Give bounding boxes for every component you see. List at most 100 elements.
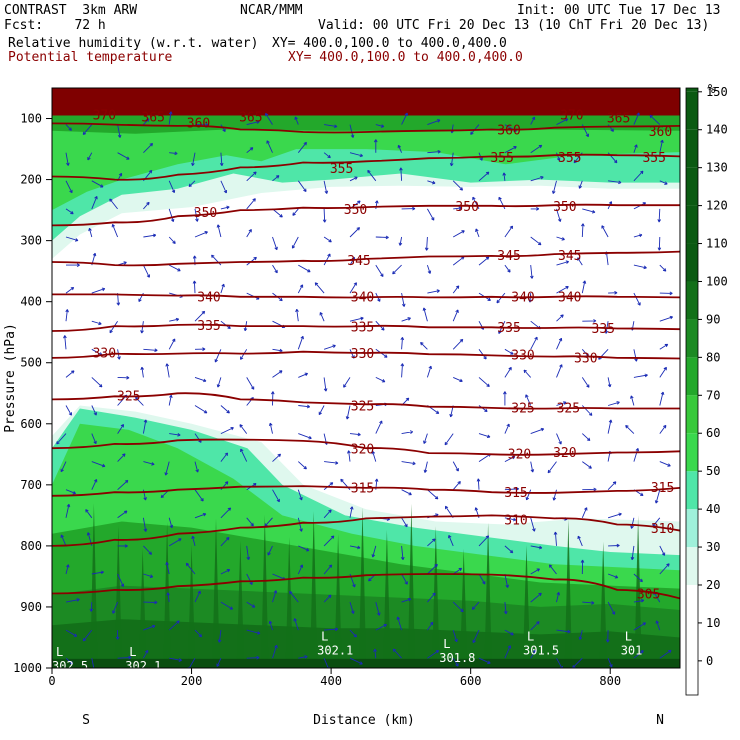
x-tick-label: 200 (181, 674, 203, 688)
colorbar-tick-label: 0 (706, 654, 713, 668)
colorbar-swatch (686, 509, 698, 548)
theta-minimum-value: 302.5 (52, 659, 88, 673)
colorbar-tick-label: 110 (706, 237, 728, 251)
theta-contour-label: 365 (141, 110, 164, 125)
theta-minimum-mark: L (527, 630, 534, 644)
rh-convective-tower (460, 548, 468, 659)
theta-contour-label: 345 (497, 249, 520, 264)
rh-convective-tower (114, 525, 122, 659)
theta-contour-330 (52, 350, 680, 360)
theta-contour-320 (52, 438, 680, 456)
colorbar-swatch (686, 205, 698, 244)
rh-convective-tower (285, 537, 293, 659)
colorbar-tick-label: 30 (706, 540, 720, 554)
theta-contour-355 (52, 153, 680, 181)
theta-contour-345 (52, 250, 680, 267)
theta-contour-label: 325 (117, 389, 140, 404)
colorbar-swatch (686, 129, 698, 168)
rh-convective-tower (90, 503, 98, 659)
theta-contour-label: 370 (560, 108, 583, 123)
theta-contour-335 (52, 323, 680, 332)
x-tick-label: 400 (320, 674, 342, 688)
field2-name: Potential temperature (8, 50, 173, 65)
theta-contour-label: 365 (607, 112, 630, 127)
theta-minimum-value: 301 (621, 644, 643, 658)
rh-convective-tower (432, 526, 440, 659)
theta-contour-label: 330 (511, 348, 534, 363)
colorbar-swatch (686, 433, 698, 472)
valid-time: Valid: 00 UTC Fri 20 Dec 13 (10 ChT Fri … (318, 18, 710, 33)
theta-minimum-value: 301.5 (523, 644, 559, 658)
theta-minimum-mark: L (56, 645, 63, 659)
colorbar-unit: % (708, 82, 716, 96)
colorbar-tick-label: 60 (706, 426, 720, 440)
rh-convective-tower (163, 522, 171, 659)
x-tick-label: 0 (48, 674, 55, 688)
theta-contour-label: 335 (197, 319, 220, 334)
theta-contour-label: 355 (330, 162, 353, 177)
colorbar-tick-label: 80 (706, 350, 720, 364)
theta-contour-label: 335 (497, 321, 520, 336)
theta-contour-label: 315 (504, 486, 527, 501)
colorbar-swatch (686, 91, 698, 130)
rh-convective-tower (484, 522, 492, 659)
rh-band-upper-80 (52, 112, 680, 134)
theta-contour-label: 320 (508, 447, 531, 462)
theta-contour-label: 315 (651, 481, 674, 496)
theta-minimum-mark: L (129, 645, 136, 659)
theta-contour-label: 320 (553, 446, 576, 461)
rh-convective-tower (407, 503, 415, 659)
colorbar-swatch (686, 167, 698, 206)
theta-minimum-value: 302.1 (317, 644, 353, 658)
theta-contour-label: 355 (558, 151, 581, 166)
colorbar-swatch (686, 357, 698, 396)
theta-contour-label: 360 (187, 116, 210, 131)
field1-name: Relative humidity (w.r.t. water) (8, 36, 259, 51)
x-axis-label: Distance (km) (313, 713, 415, 728)
theta-contour-label: 340 (558, 290, 581, 305)
theta-contour-label: 335 (351, 320, 374, 335)
rh-convective-tower (359, 507, 366, 659)
model-title: CONTRAST 3km ARW (4, 3, 138, 18)
theta-minimum-mark: L (625, 630, 632, 644)
colorbar-swatch (686, 243, 698, 282)
colorbar-tick-label: 90 (706, 312, 720, 326)
theta-contour-label: 315 (351, 482, 374, 497)
theta-contour-label: 340 (351, 290, 374, 305)
rh-convective-tower (523, 545, 530, 659)
init-time: Init: 00 UTC Tue 17 Dec 13 (517, 3, 721, 18)
theta-contour-label: 325 (557, 402, 580, 417)
theta-minimum-value: 301.8 (439, 651, 475, 665)
colorbar-tick-label: 10 (706, 616, 720, 630)
colorbar-swatch (686, 319, 698, 358)
theta-contour-label: 330 (93, 347, 116, 362)
y-tick-label: 900 (20, 600, 42, 614)
colorbar-tick-label: 50 (706, 464, 720, 478)
y-tick-label: 400 (20, 295, 42, 309)
theta-contour-label: 370 (93, 108, 116, 123)
y-tick-label: 100 (20, 112, 42, 126)
theta-contour-label: 330 (351, 347, 374, 362)
rh-band-upper-60 (52, 112, 680, 211)
rh-convective-tower (334, 533, 342, 659)
theta-contour-label: 350 (344, 203, 367, 218)
theta-contour-label: 350 (553, 200, 576, 215)
theta-contour-label: 360 (649, 125, 672, 140)
rh-band-lower-100 (52, 619, 680, 668)
theta-contour-310 (52, 514, 680, 547)
colorbar-tick-label: 100 (706, 274, 728, 288)
colorbar-tick-label: 20 (706, 578, 720, 592)
colorbar-frame (685, 87, 699, 696)
y-tick-label: 700 (20, 478, 42, 492)
rh-convective-tower (139, 548, 147, 659)
theta-contour-305 (52, 573, 680, 600)
theta-contour-label: 345 (347, 254, 370, 269)
theta-contour-label: 350 (455, 200, 478, 215)
theta-contour-label: 325 (351, 400, 374, 415)
theta-minimum-value: 302.1 (125, 659, 161, 673)
field1-xy: XY= 400.0,100.0 to 400.0,400.0 (272, 36, 507, 51)
rh-convective-tower (599, 541, 607, 659)
rh-surface-layer (52, 658, 680, 668)
colorbar-swatch (686, 622, 698, 661)
